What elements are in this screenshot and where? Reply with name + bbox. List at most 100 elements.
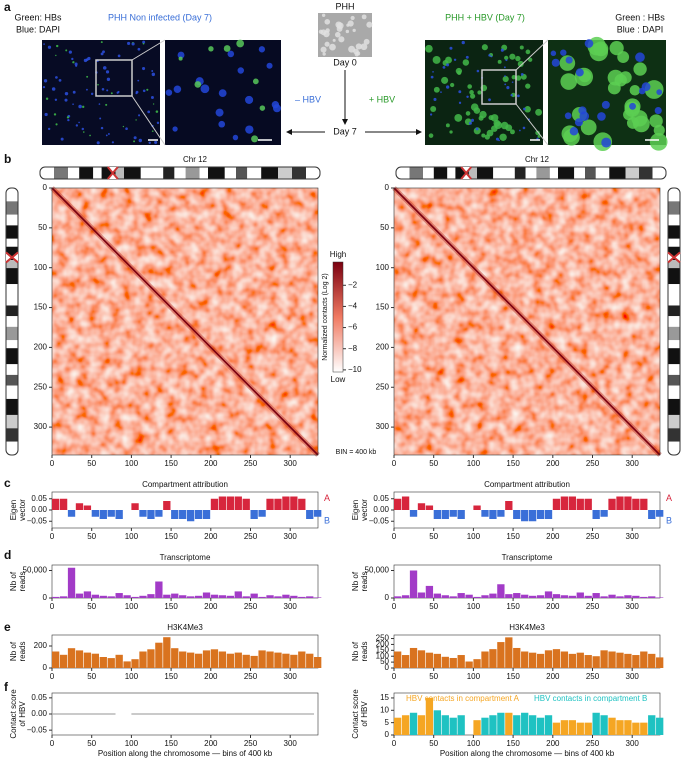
bar [218, 496, 227, 510]
micrograph-dot [102, 50, 105, 54]
micrograph-dot [488, 54, 491, 57]
micrograph-dot [433, 97, 437, 101]
bar [481, 651, 489, 668]
micrograph-dot [629, 102, 636, 110]
y-tick-label: −0.05 [369, 516, 390, 525]
bar [425, 505, 434, 510]
bar [457, 655, 465, 668]
micrograph-dot [478, 115, 484, 121]
x-tick-label: 0 [50, 602, 55, 611]
bar [560, 595, 569, 598]
bar [139, 595, 147, 598]
image-title: PHH + HBV (Day 7) [445, 12, 525, 22]
x-tick-label: 50 [87, 672, 96, 681]
bar [481, 510, 489, 517]
bar [536, 653, 545, 668]
ideogram-band [668, 364, 680, 375]
ideogram-band [668, 284, 680, 306]
bar [632, 655, 640, 668]
y-tick-label: 50,000 [365, 566, 390, 575]
x-tick-label: 50 [429, 459, 438, 468]
bar [139, 651, 147, 668]
bar [481, 595, 489, 598]
track-title: Transcriptome [502, 553, 553, 562]
micrograph-dot [150, 96, 154, 100]
bar [536, 510, 545, 519]
track-title: H3K4Me3 [509, 623, 545, 632]
bar [163, 637, 171, 668]
annotation: BIN = 400 kb [336, 449, 377, 456]
bar [306, 653, 314, 668]
ideogram-band [247, 167, 262, 179]
micrograph-dot [83, 58, 88, 63]
micrograph-dot [74, 62, 78, 66]
bar [202, 510, 211, 519]
micrograph-dot [575, 68, 584, 77]
y-tick-label: 0 [43, 593, 48, 602]
bar [258, 596, 266, 598]
bar [83, 505, 92, 510]
bar [616, 596, 624, 598]
micrograph-dot [348, 45, 356, 53]
y-tick-label: 50 [380, 657, 389, 666]
bar [234, 496, 242, 510]
bar [401, 496, 410, 510]
micrograph-dot [524, 106, 531, 113]
y-axis-label: Nb of [9, 641, 18, 661]
y-axis-label: Eigen [9, 500, 18, 520]
micrograph-dot [475, 127, 479, 131]
micrograph-dot [64, 91, 69, 96]
micrograph-dot [511, 81, 514, 84]
bar [528, 510, 537, 522]
condition-label: + HBV [369, 94, 395, 104]
y-tick-label: 0 [43, 663, 48, 672]
micrograph-dot [271, 101, 280, 109]
micrograph-dot [72, 90, 76, 94]
micrograph-dot [165, 89, 173, 96]
micrograph-dot [633, 62, 647, 76]
micrograph-dot [131, 42, 135, 46]
legend-text: Green: HBs [14, 12, 62, 22]
micrograph-dot [440, 91, 442, 93]
bar [457, 715, 465, 735]
bar [544, 650, 553, 668]
bar [449, 510, 457, 517]
y-tick-label: 0.05 [31, 494, 47, 503]
y-tick-label: 0 [385, 663, 390, 672]
ideogram-band [668, 414, 680, 429]
bar [568, 653, 576, 668]
frame [393, 187, 661, 456]
micrograph-dot [473, 127, 481, 135]
colorbar-low: Low [331, 375, 346, 384]
ideogram-band [6, 238, 18, 247]
bar [425, 652, 434, 668]
y-tick-label: 0 [385, 183, 390, 192]
bar [433, 593, 442, 598]
ideogram-band [668, 441, 680, 455]
bar [409, 712, 418, 735]
micrograph-dot [503, 66, 506, 69]
micrograph [425, 40, 543, 145]
bar [186, 596, 195, 598]
bar [67, 510, 76, 517]
colorbar [332, 261, 344, 373]
x-tick-label: 300 [284, 602, 298, 611]
micrograph-dot [504, 75, 506, 77]
micrograph-dot [208, 46, 214, 52]
bar [624, 720, 632, 735]
diagonal [393, 187, 661, 456]
x-tick-label: 200 [546, 672, 560, 681]
ideogram-band [668, 374, 680, 386]
bar [266, 595, 274, 598]
legend-text: Green : HBs [615, 12, 665, 22]
micrograph-dot [641, 82, 651, 92]
micrograph-dot [449, 46, 453, 50]
micrograph-dot [550, 50, 557, 56]
step-label: Day 0 [333, 57, 357, 67]
micrograph-dot [51, 87, 56, 91]
bar [210, 594, 219, 598]
micrograph-dot [156, 121, 160, 125]
bar [536, 717, 545, 735]
bar [640, 498, 648, 510]
micrograph-dot [111, 141, 115, 144]
